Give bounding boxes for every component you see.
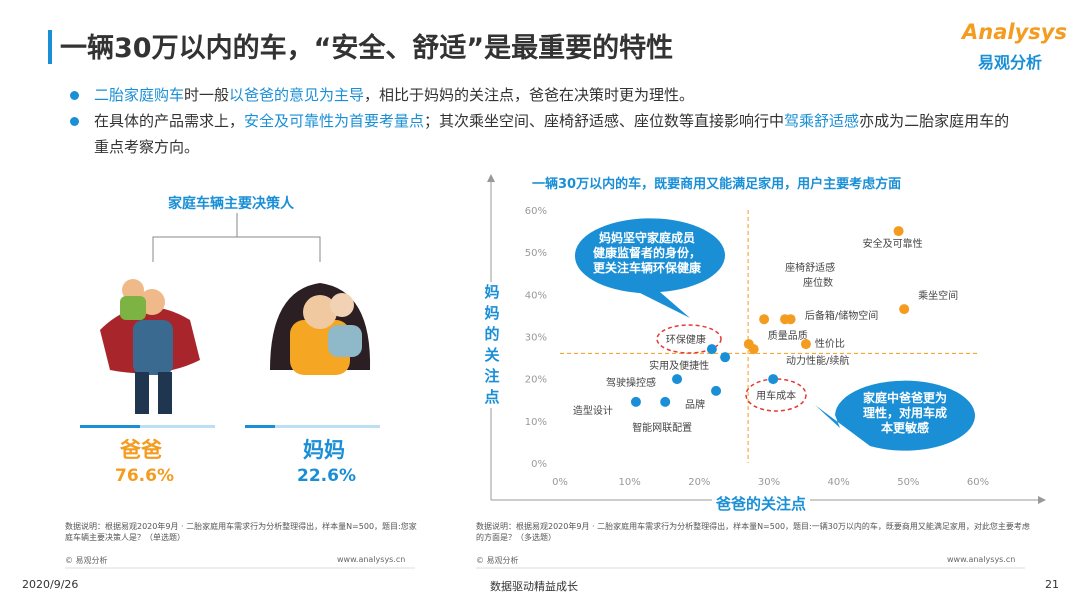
point xyxy=(759,314,770,325)
callout-text: 家庭中爸爸更为 xyxy=(863,390,947,405)
y-tick-label: 40% xyxy=(525,290,547,301)
bullet-text: 驾乘舒适感 xyxy=(784,112,860,130)
x-tick-label: 0% xyxy=(552,477,568,488)
bullet-text: 以爸爸的意见为主导 xyxy=(229,86,365,104)
x-tick-label: 10% xyxy=(619,477,641,488)
point-label: 实用及便捷性 xyxy=(649,359,709,372)
chart-title: 一辆30万以内的车，既要商用又能满足家用，用户主要考虑方面 xyxy=(532,177,902,192)
x-tick-label: 40% xyxy=(828,477,850,488)
bullet-text: 安全及可靠性为首要考量点 xyxy=(244,112,425,130)
mom-label: 妈妈 xyxy=(303,438,345,462)
callout-text: 妈妈坚守家庭成员 xyxy=(599,230,695,245)
bullet-text: 在具体的产品需求上， xyxy=(94,112,245,130)
bullet-dot xyxy=(70,117,79,126)
point xyxy=(660,396,671,407)
bullet-dot xyxy=(70,91,79,100)
date: 2020/9/26 xyxy=(22,578,79,591)
point xyxy=(785,314,796,325)
bullet-text: 二胎家庭购车 xyxy=(94,86,185,104)
point xyxy=(899,304,910,315)
y-tick-label: 60% xyxy=(525,206,547,217)
bracket xyxy=(152,213,321,262)
callout-text: 健康监督者的身份， xyxy=(593,245,701,260)
share-bars xyxy=(80,425,380,428)
point xyxy=(711,385,722,396)
callout-ring xyxy=(656,324,722,354)
point-label: 质量品质 xyxy=(768,330,808,342)
decision-title: 家庭车辆主要决策人 xyxy=(168,196,294,212)
mom-share: 22.6% xyxy=(297,466,356,486)
bullet: 二胎家庭购车时一般以爸爸的意见为主导，相比于妈妈的关注点，爸爸在决策时更为理性。 xyxy=(68,82,1018,108)
point-label: 安全及可靠性 xyxy=(863,237,923,250)
chart-source: © 易观分析 xyxy=(476,556,519,565)
point xyxy=(893,226,904,237)
axes xyxy=(487,174,1046,504)
x-axis-title: 爸爸的关注点 xyxy=(712,493,811,514)
point-label: 智能网联配置 xyxy=(632,421,692,434)
dad-illustration xyxy=(100,279,200,414)
logo: Analysys xyxy=(962,20,1067,44)
page-number: 21 xyxy=(1045,578,1059,591)
point-label: 动力性能/续航 xyxy=(786,354,849,367)
mom-illustration xyxy=(270,283,371,375)
y-axis-title: 妈妈的关注点 xyxy=(484,282,500,408)
point-label: 用车成本 xyxy=(756,389,796,402)
point-label: 后备箱/储物空间 xyxy=(805,309,878,322)
bullet-text: ，相比于妈妈的关注点，爸爸在决策时更为理性。 xyxy=(364,86,695,104)
point-label: 乘坐空间 xyxy=(918,289,958,302)
callout-ring xyxy=(745,378,807,412)
note: 数据说明：根据易观2020年9月 · 二胎家庭用车需求行为分析整理得出，样本量N… xyxy=(65,522,417,542)
point xyxy=(706,344,717,355)
x-tick-label: 50% xyxy=(897,477,919,488)
y-tick-label: 0% xyxy=(531,459,547,470)
bullet-text: ；其次乘坐空间、座椅舒适感、座位数等直接影响行中 xyxy=(424,112,785,130)
x-tick-label: 60% xyxy=(967,477,989,488)
site: www.analysys.cn xyxy=(337,555,406,564)
bullet-text: 时一般 xyxy=(184,86,230,104)
point xyxy=(748,344,759,355)
y-tick-label: 30% xyxy=(525,333,547,344)
point-label: 造型设计 xyxy=(573,404,613,417)
point-label: 座椅舒适感 xyxy=(785,261,835,274)
point xyxy=(720,352,731,363)
point xyxy=(672,374,683,385)
point xyxy=(800,339,811,350)
callout-text: 更关注车辆环保健康 xyxy=(593,260,702,275)
callout-text: 理性，对用车成 xyxy=(863,405,947,420)
title: 一辆30万以内的车，“安全、舒适”是最重要的特性 xyxy=(60,33,674,64)
bullet: 在具体的产品需求上，安全及可靠性为首要考量点；其次乘坐空间、座椅舒适感、座位数等… xyxy=(68,108,1018,160)
callout-bubble xyxy=(574,218,725,318)
title-bar xyxy=(48,30,52,64)
bullet-text: 亦成为二胎家庭用车的重点考察方向。 xyxy=(94,112,1010,156)
chart-note: 数据说明：根据易观2020年9月 · 二胎家庭用车需求行为分析整理得出，样本量N… xyxy=(476,522,1030,542)
dad-label: 爸爸 xyxy=(120,438,162,462)
point xyxy=(630,396,641,407)
callout-bubble xyxy=(815,380,975,451)
source: © 易观分析 xyxy=(65,556,108,565)
x-tick-label: 20% xyxy=(688,477,710,488)
logo-cn: 易观分析 xyxy=(978,53,1043,72)
point-label: 座位数 xyxy=(803,276,833,289)
point-label: 性价比 xyxy=(815,337,845,350)
y-tick-label: 20% xyxy=(525,375,547,386)
bullets: 二胎家庭购车时一般以爸爸的意见为主导，相比于妈妈的关注点，爸爸在决策时更为理性。… xyxy=(68,82,1018,160)
y-tick-label: 10% xyxy=(525,417,547,428)
chart-site: www.analysys.cn xyxy=(947,555,1016,564)
x-tick-label: 30% xyxy=(758,477,780,488)
slogan: 数据驱动精益成长 xyxy=(490,580,578,593)
point-label: 驾驶操控感 xyxy=(606,376,656,389)
point-label: 品牌 xyxy=(685,398,705,411)
point xyxy=(768,374,779,385)
point-label: 环保健康 xyxy=(666,333,706,346)
y-tick-label: 50% xyxy=(525,248,547,259)
dad-share: 76.6% xyxy=(115,466,174,486)
callout-text: 本更敏感 xyxy=(881,420,929,435)
